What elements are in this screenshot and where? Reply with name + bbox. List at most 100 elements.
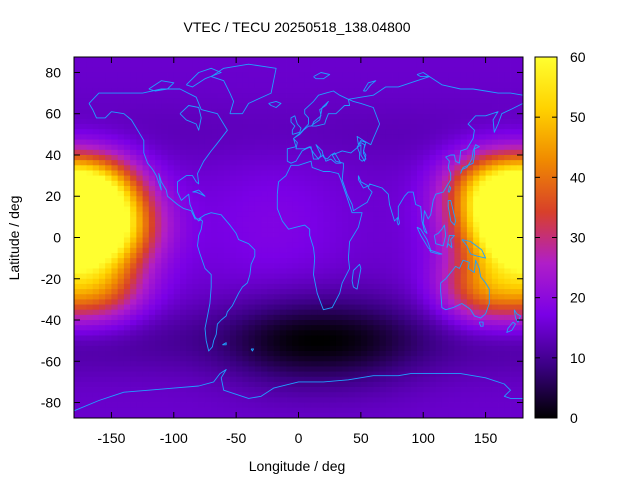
heatmap-cell [123, 299, 131, 305]
heatmap-cell [498, 129, 505, 135]
heatmap-cell [510, 392, 518, 398]
heatmap-cell [204, 340, 212, 347]
heatmap-cell [223, 258, 231, 264]
heatmap-cell [261, 108, 268, 115]
heatmap-cell [416, 222, 424, 228]
heatmap-cell [404, 294, 412, 300]
heatmap-cell [298, 325, 306, 331]
heatmap-cell [267, 185, 274, 192]
heatmap-cell [74, 320, 81, 326]
heatmap-cell [142, 247, 150, 254]
heatmap-cell [360, 124, 368, 130]
heatmap-cell [86, 314, 94, 321]
heatmap-cell [223, 325, 231, 331]
heatmap-cell [142, 191, 150, 197]
heatmap-cell [148, 206, 156, 213]
heatmap-cell [92, 185, 100, 192]
heatmap-cell [273, 113, 281, 120]
heatmap-cell [186, 227, 193, 233]
heatmap-cell [392, 139, 399, 146]
heatmap-cell [242, 252, 250, 259]
heatmap-cell [173, 124, 181, 130]
heatmap-cell [204, 103, 212, 109]
heatmap-cell [186, 72, 193, 79]
heatmap-cell [404, 170, 412, 177]
heatmap-cell [454, 309, 462, 316]
heatmap-cell [298, 289, 306, 295]
heatmap-cell [92, 252, 100, 259]
heatmap-cell [479, 82, 486, 89]
heatmap-cell [410, 201, 418, 207]
heatmap-cell [429, 335, 437, 342]
heatmap-cell [98, 320, 106, 326]
heatmap-cell [286, 278, 293, 285]
heatmap-cell [279, 62, 287, 68]
heatmap-cell [242, 201, 250, 207]
heatmap-cell [148, 294, 156, 300]
heatmap-cell [136, 392, 143, 398]
heatmap-cell [142, 206, 150, 213]
heatmap-cell [435, 278, 443, 285]
heatmap-cell [267, 118, 274, 125]
heatmap-cell [198, 361, 206, 367]
heatmap-cell [236, 376, 243, 383]
heatmap-cell [286, 134, 293, 140]
heatmap-cell [410, 118, 418, 125]
heatmap-cell [410, 82, 418, 89]
heatmap-cell [392, 108, 399, 115]
heatmap-cell [261, 134, 268, 140]
heatmap-cell [466, 232, 474, 238]
heatmap-cell [385, 314, 393, 321]
heatmap-cell [161, 294, 168, 300]
heatmap-cell [254, 314, 262, 321]
heatmap-cell [473, 247, 480, 254]
heatmap-cell [217, 201, 225, 207]
heatmap-cell [404, 82, 412, 89]
heatmap-cell [435, 170, 443, 177]
heatmap-cell [74, 196, 81, 202]
heatmap-cell [398, 144, 405, 151]
heatmap-cell [167, 222, 175, 228]
heatmap-cell [186, 309, 193, 316]
heatmap-cell [410, 227, 418, 233]
heatmap-cell [392, 330, 399, 336]
heatmap-cell [491, 134, 499, 140]
heatmap-cell [335, 72, 343, 79]
heatmap-cell [261, 247, 268, 254]
heatmap-cell [491, 124, 499, 130]
heatmap-cell [74, 216, 81, 223]
heatmap-cell [267, 165, 274, 171]
heatmap-cell [335, 185, 343, 192]
heatmap-cell [329, 309, 337, 316]
heatmap-cell [173, 103, 181, 109]
heatmap-cell [86, 196, 94, 202]
heatmap-cell [404, 309, 412, 316]
heatmap-cell [123, 283, 131, 290]
heatmap-cell [491, 93, 499, 99]
heatmap-cell [204, 314, 212, 321]
heatmap-cell [310, 67, 318, 73]
heatmap-cell [286, 376, 293, 383]
heatmap-cell [273, 62, 281, 68]
heatmap-cell [192, 149, 200, 156]
heatmap-cell [479, 118, 486, 125]
heatmap-cell [498, 325, 505, 331]
heatmap-cell [117, 185, 125, 192]
heatmap-cell [254, 124, 262, 130]
heatmap-cell [385, 366, 393, 372]
heatmap-cell [410, 366, 418, 372]
heatmap-cell [130, 330, 137, 336]
heatmap-cell [404, 325, 412, 331]
heatmap-cell [123, 237, 131, 244]
heatmap-cell [460, 289, 468, 295]
heatmap-cell [491, 252, 499, 259]
heatmap-cell [479, 57, 486, 63]
heatmap-cell [423, 247, 430, 254]
heatmap-cell [98, 397, 106, 403]
heatmap-cell [392, 237, 399, 244]
heatmap-cell [186, 402, 193, 409]
heatmap-cell [441, 62, 449, 68]
heatmap-cell [373, 247, 380, 254]
heatmap-cell [435, 294, 443, 300]
heatmap-cell [410, 57, 418, 63]
